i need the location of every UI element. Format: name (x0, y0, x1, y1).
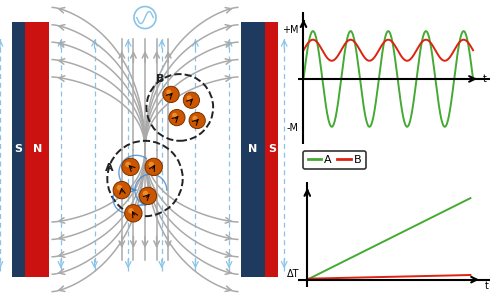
Text: -M: -M (286, 123, 298, 133)
Circle shape (124, 205, 142, 222)
Text: t: t (485, 281, 489, 292)
Text: N: N (248, 144, 258, 155)
Circle shape (184, 92, 200, 108)
Text: S: S (14, 144, 22, 155)
Text: S: S (268, 144, 276, 155)
Circle shape (113, 181, 130, 199)
Circle shape (116, 185, 122, 190)
Text: t: t (483, 74, 487, 84)
Bar (12, 22, 50, 277)
Circle shape (145, 158, 162, 176)
Circle shape (192, 116, 198, 121)
Bar (265, 22, 278, 277)
Circle shape (142, 191, 148, 196)
Text: B: B (156, 74, 165, 84)
Text: A: A (106, 163, 114, 173)
Circle shape (166, 89, 172, 95)
Circle shape (169, 109, 185, 126)
Circle shape (172, 113, 177, 118)
Circle shape (163, 86, 179, 103)
Bar (12, 22, 25, 277)
Text: ΔT: ΔT (286, 269, 299, 279)
Circle shape (126, 162, 131, 167)
Legend: A, B: A, B (303, 150, 366, 170)
Bar (240, 22, 279, 277)
Circle shape (189, 112, 206, 129)
Circle shape (186, 95, 192, 100)
Text: +M: +M (282, 25, 298, 35)
Circle shape (139, 187, 156, 205)
Circle shape (148, 162, 154, 167)
Circle shape (122, 158, 139, 176)
Text: N: N (32, 144, 42, 155)
Circle shape (128, 208, 134, 214)
